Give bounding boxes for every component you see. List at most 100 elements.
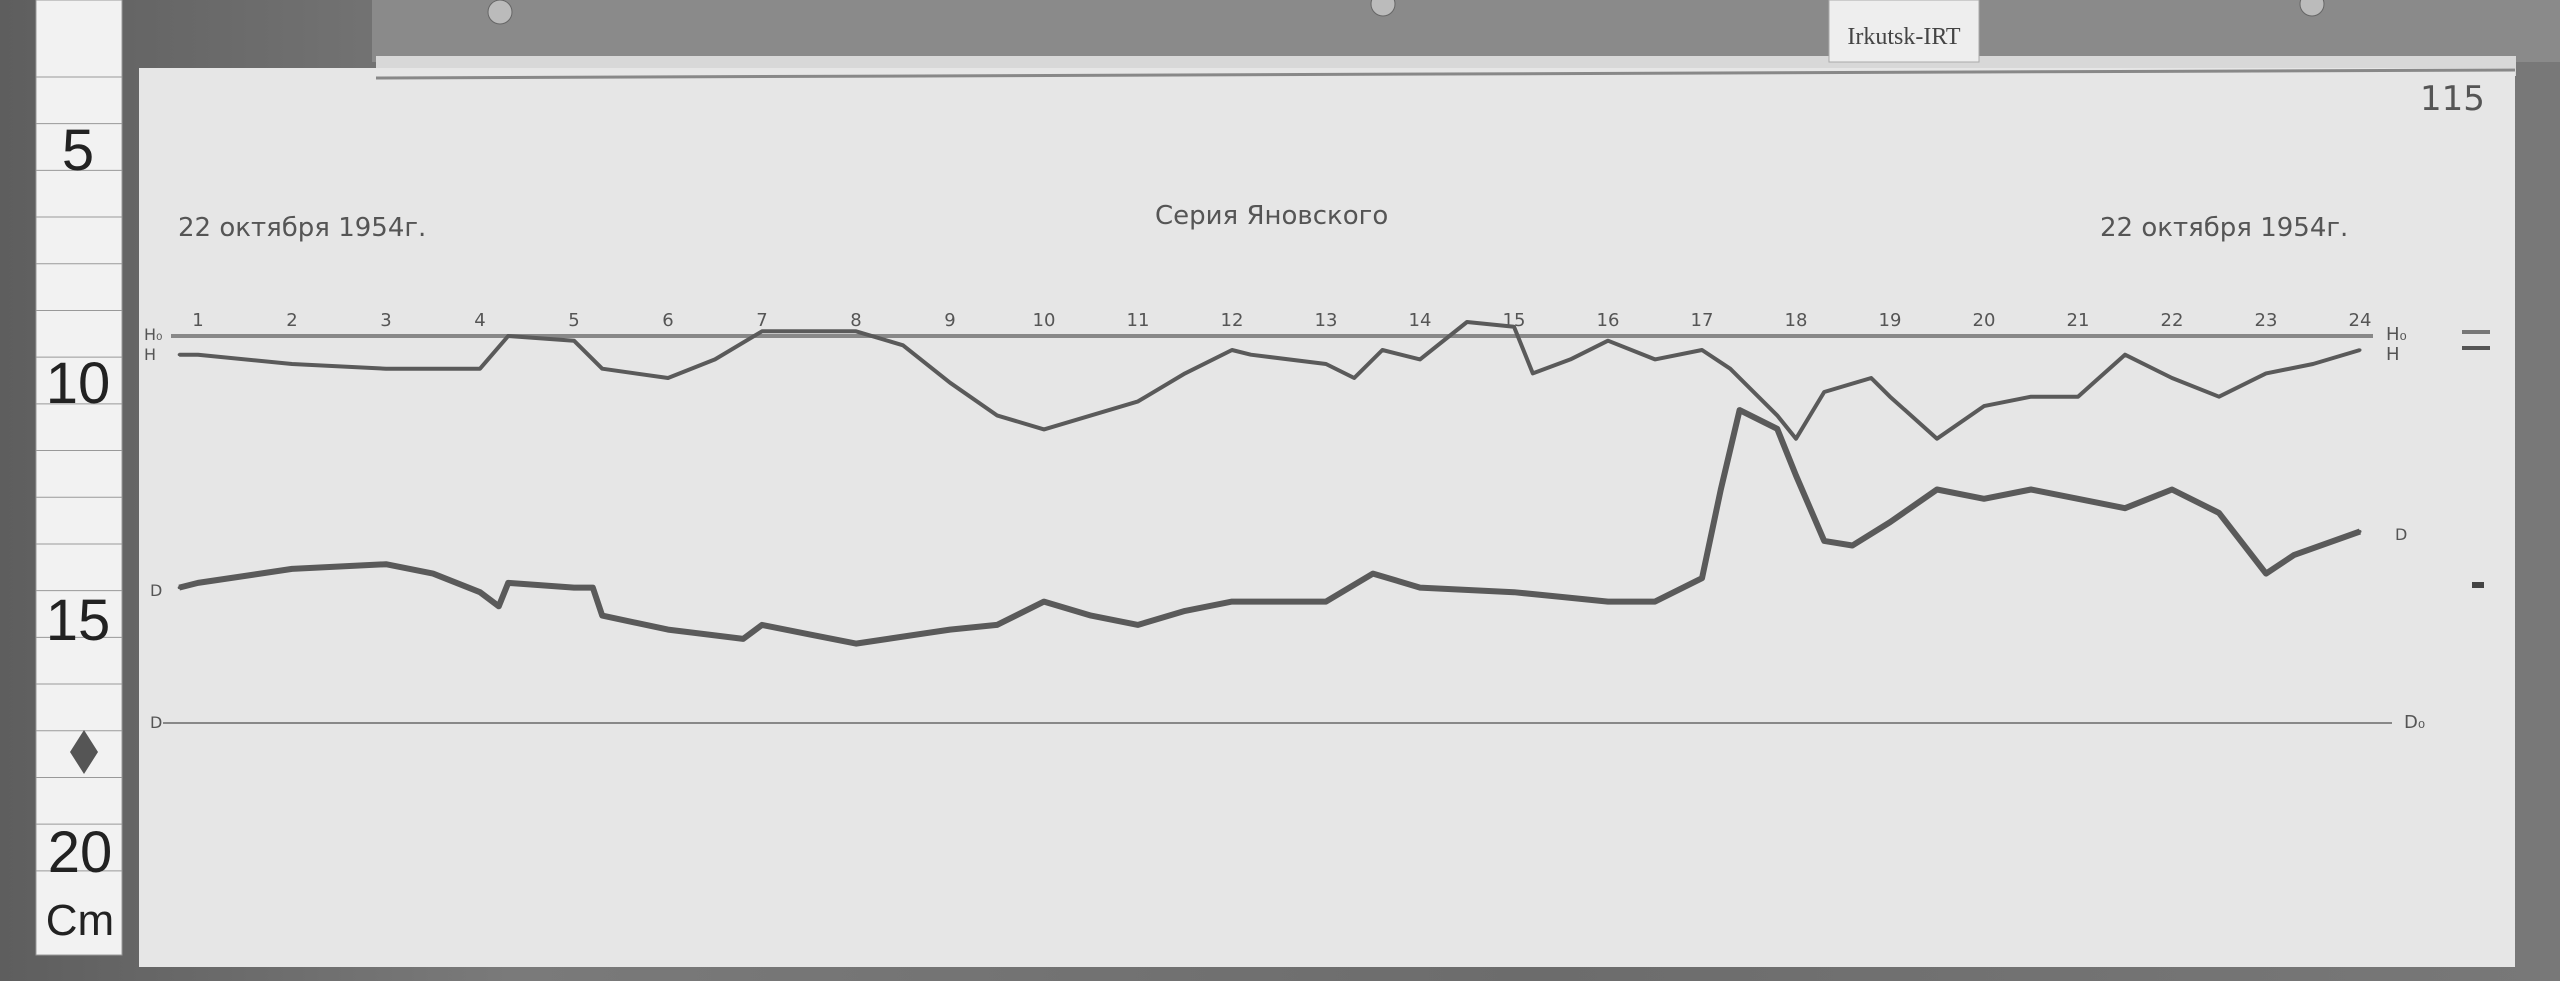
trace-point-H <box>760 329 764 333</box>
trace-point-H <box>600 367 604 371</box>
trace-point-D <box>1888 520 1892 524</box>
trace-point-D <box>290 567 294 571</box>
trace-point-H <box>2170 376 2174 380</box>
trace-point-H <box>1700 348 1704 352</box>
trace-point-D <box>1512 590 1516 594</box>
ruler-mark-15: 15 <box>46 588 111 653</box>
hour-label-5: 5 <box>568 310 579 331</box>
trace-point-H <box>1352 376 1356 380</box>
trace-point-D <box>2217 511 2221 515</box>
trace-point-H <box>1324 362 1328 366</box>
hour-label-6: 6 <box>662 310 673 331</box>
trace-point-D <box>995 623 999 627</box>
trace-point-H <box>1136 399 1140 403</box>
trace-point-H <box>1512 325 1516 329</box>
station-label: Irkutsk-IRT <box>1847 24 1961 50</box>
trace-point-D <box>572 586 576 590</box>
trace-point-D <box>2264 572 2268 576</box>
trace-point-H <box>948 381 952 385</box>
hour-label-7: 7 <box>756 310 767 331</box>
trace-point-H <box>2076 395 2080 399</box>
h0-label-left: H₀ <box>144 325 162 344</box>
trace-point-D <box>196 581 200 585</box>
trace-point-H <box>1418 357 1422 361</box>
trace-point-H <box>1606 339 1610 343</box>
trace-point-H <box>1775 413 1779 417</box>
d0-label-left: D <box>150 713 162 732</box>
trace-point-D <box>1935 488 1939 491</box>
trace-point-H <box>1531 371 1535 375</box>
hour-label-20: 20 <box>1973 310 1996 331</box>
trace-point-D <box>1606 600 1610 604</box>
trace-point-D <box>1371 572 1375 576</box>
trace-point-H <box>572 339 576 343</box>
trace-point-H <box>2217 395 2221 399</box>
trace-point-H <box>2123 353 2127 357</box>
d-label-left: D <box>150 581 162 600</box>
trace-point-H <box>1568 357 1572 361</box>
hour-label-21: 21 <box>2067 310 2090 331</box>
trace-point-H <box>2264 371 2268 375</box>
hour-label-19: 19 <box>1879 310 1902 331</box>
chart-title: Серия Яновского <box>1155 201 1388 231</box>
hour-label-4: 4 <box>474 310 485 331</box>
hour-label-16: 16 <box>1597 310 1620 331</box>
trace-point-D <box>1738 408 1742 412</box>
trace-point-D <box>431 572 435 576</box>
date-left: 22 октября 1954г. <box>178 213 426 243</box>
date-right: 22 октября 1954г. <box>2100 213 2348 243</box>
trace-point-D <box>1089 614 1093 618</box>
trace-point-D <box>384 562 388 566</box>
trace-point-H <box>1380 348 1384 352</box>
hour-label-3: 3 <box>380 310 391 331</box>
trace-point-D <box>1230 600 1234 604</box>
trace-point-H <box>1089 413 1093 417</box>
trace-point-H <box>177 353 181 357</box>
d0-label-right: D₀ <box>2404 712 2425 733</box>
trace-point-D <box>497 604 501 608</box>
trace-point-D <box>1324 600 1328 604</box>
screw-icon <box>487 0 513 25</box>
trace-point-H <box>2029 395 2033 399</box>
hour-label-23: 23 <box>2255 310 2278 331</box>
trace-point-H <box>854 329 858 333</box>
trace-point-D <box>591 586 595 590</box>
trace-point-D <box>2292 553 2296 557</box>
trace-point-D <box>1183 609 1187 613</box>
trace-point-H <box>1230 348 1234 352</box>
hour-label-13: 13 <box>1315 310 1338 331</box>
trace-point-D <box>760 623 764 627</box>
trace-point-H <box>1822 390 1826 394</box>
trace-point-D <box>1653 600 1657 604</box>
h-label-left: H <box>144 345 156 364</box>
trace-point-D <box>1719 488 1723 491</box>
trace-point-H <box>1249 353 1253 357</box>
ruler-mark-10: 10 <box>46 351 111 416</box>
trace-point-H <box>1982 404 1986 408</box>
trace-point-D <box>478 590 482 594</box>
trace-point-D <box>1700 576 1704 580</box>
station-label-tag <box>1828 0 1980 63</box>
trace-point-D <box>1418 586 1422 590</box>
hour-label-8: 8 <box>850 310 861 331</box>
trace-point-H <box>2358 348 2362 352</box>
trace-point-H <box>506 334 510 338</box>
trace-point-D <box>2029 488 2033 491</box>
trace-point-D <box>600 614 604 618</box>
trace-point-D <box>1136 623 1140 627</box>
trace-point-H <box>995 413 999 417</box>
d-label-right: D <box>2395 525 2407 544</box>
screw-icon <box>1370 0 1396 17</box>
trace-point-D <box>2076 497 2080 501</box>
trace-point-H <box>1935 437 1939 441</box>
hour-label-11: 11 <box>1127 310 1150 331</box>
trace-point-H <box>478 367 482 371</box>
trace-D <box>178 407 2362 647</box>
ruler-marker-icon <box>70 730 98 774</box>
hour-label-9: 9 <box>944 310 955 331</box>
h-label-right: H <box>2386 344 2400 365</box>
chart-paper <box>139 68 2515 967</box>
hour-label-10: 10 <box>1033 310 1056 331</box>
hour-label-1: 1 <box>192 310 203 331</box>
